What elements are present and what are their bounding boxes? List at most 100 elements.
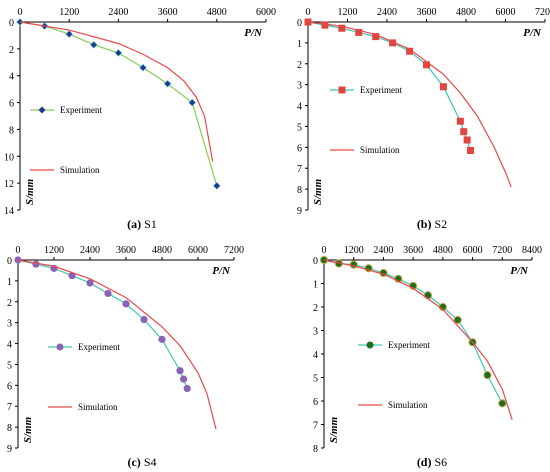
x-tick-label: 3600 <box>403 245 423 256</box>
legend-label-experiment: Experiment <box>60 105 102 115</box>
y-tick-label: 3 <box>313 327 318 338</box>
x-tick-label: 3600 <box>417 7 437 18</box>
y-tick-label: 2 <box>297 60 302 71</box>
data-point <box>122 300 130 308</box>
y-tick-label: 0 <box>297 18 302 29</box>
x-tick-label: 2400 <box>373 245 393 256</box>
x-tick-label: 0 <box>306 7 311 18</box>
series-line-experiment <box>323 259 503 404</box>
x-tick-label: 0 <box>18 7 23 18</box>
legend-label-simulation: Simulation <box>388 400 428 410</box>
data-point <box>349 260 358 269</box>
caption-letter: (b) <box>417 217 432 231</box>
caption-name: S6 <box>431 455 447 469</box>
caption-name: S4 <box>141 455 157 469</box>
legend-marker <box>38 106 46 114</box>
data-point <box>139 63 147 72</box>
y-tick-label: 6 <box>7 381 12 392</box>
data-point <box>498 399 507 408</box>
legend-marker <box>338 86 346 94</box>
legend-label-experiment: Experiment <box>78 342 120 352</box>
caption: (c) S4 <box>127 455 156 469</box>
x-tick-label: 1200 <box>344 245 364 256</box>
x-tick-label: 2400 <box>377 7 397 18</box>
series-line-experiment <box>17 259 188 389</box>
x-tick-label: 4800 <box>207 7 227 18</box>
y-tick-label: 10 <box>4 152 14 163</box>
y-tick-label: 2 <box>9 45 14 56</box>
caption-letter: (d) <box>417 455 432 469</box>
x-tick-label: 7200 <box>535 7 550 18</box>
series-line-simulation <box>17 259 217 430</box>
y-axis-label: S/mm <box>312 178 324 205</box>
legend-label-experiment: Experiment <box>360 85 402 95</box>
x-tick-label: 2400 <box>108 7 128 18</box>
data-point <box>338 24 346 32</box>
data-point <box>188 98 197 107</box>
y-tick-label: 4 <box>297 102 302 113</box>
x-tick-label: 4800 <box>433 245 453 256</box>
data-point <box>89 40 98 49</box>
chart-s2: 0 1200 2400 3600 4800 6000 7200 0 1 2 3 4 5 6 7 8 9 P/N S/… <box>297 7 550 231</box>
x-axis-label: P/N <box>244 27 263 39</box>
legend-label-experiment: Experiment <box>388 340 430 350</box>
y-tick-label: 14 <box>4 206 14 217</box>
y-tick-label: 6 <box>297 143 302 154</box>
x-tick-label: 7200 <box>224 245 244 256</box>
x-tick-label: 2400 <box>80 245 100 256</box>
x-tick-label: 1200 <box>338 7 358 18</box>
x-tick-label: 0 <box>322 245 327 256</box>
x-tick-label: 6000 <box>463 245 483 256</box>
x-tick-label: 3600 <box>116 245 136 256</box>
data-point <box>140 315 148 324</box>
caption: (d) S6 <box>417 455 447 469</box>
data-point <box>372 33 380 41</box>
y-tick-label: 0 <box>313 256 318 267</box>
y-tick-label: 8 <box>9 125 14 136</box>
y-axis-label: S/mm <box>22 416 34 443</box>
y-tick-label: 0 <box>7 256 12 267</box>
data-point <box>212 181 221 190</box>
series-line-simulation <box>323 259 513 420</box>
y-tick-label: 9 <box>7 444 12 455</box>
data-point <box>355 28 363 36</box>
legend-label-simulation: Simulation <box>60 165 100 175</box>
y-tick-label: 4 <box>7 340 12 351</box>
data-point <box>176 367 184 375</box>
x-axis-label: P/N <box>510 265 529 277</box>
x-tick-label: 6000 <box>256 7 276 18</box>
y-tick-label: 4 <box>9 72 14 83</box>
y-tick-label: 7 <box>313 421 318 432</box>
series-line-simulation <box>307 21 512 188</box>
y-tick-label: 8 <box>7 423 12 434</box>
y-tick-label: 2 <box>7 298 12 309</box>
chart-s1: 0 1200 2400 3600 4800 6000 0 2 4 6 8 10 12 14 P/N S/mm E… <box>4 7 276 231</box>
data-point <box>321 21 329 29</box>
y-tick-label: 9 <box>297 206 302 217</box>
y-tick-label: 7 <box>297 164 302 175</box>
y-tick-label: 8 <box>297 185 302 196</box>
legend-marker <box>366 341 374 349</box>
data-point <box>406 47 414 55</box>
x-axis-label: P/N <box>523 27 542 39</box>
data-point <box>423 291 433 300</box>
y-tick-label: 4 <box>313 350 318 361</box>
x-tick-label: 1200 <box>59 7 79 18</box>
x-axis-label: P/N <box>212 265 231 277</box>
data-point <box>163 79 172 88</box>
y-tick-label: 5 <box>7 360 12 371</box>
x-tick-label: 4800 <box>456 7 476 18</box>
chart-s4: 0 1200 2400 3600 4800 6000 7200 0 1 2 3 4 5 6 7 8 9 P/N S/… <box>7 245 244 469</box>
data-point <box>68 272 76 280</box>
x-tick-label: 6000 <box>188 245 208 256</box>
caption-name: S2 <box>431 217 447 231</box>
y-tick-label: 3 <box>7 319 12 330</box>
data-point <box>389 39 397 47</box>
caption: (a) S1 <box>127 217 157 231</box>
data-point <box>456 117 464 125</box>
x-tick-label: 6000 <box>496 7 516 18</box>
x-tick-label: 3600 <box>158 7 178 18</box>
legend-label-simulation: Simulation <box>78 402 118 412</box>
x-tick-label: 4800 <box>152 245 172 256</box>
